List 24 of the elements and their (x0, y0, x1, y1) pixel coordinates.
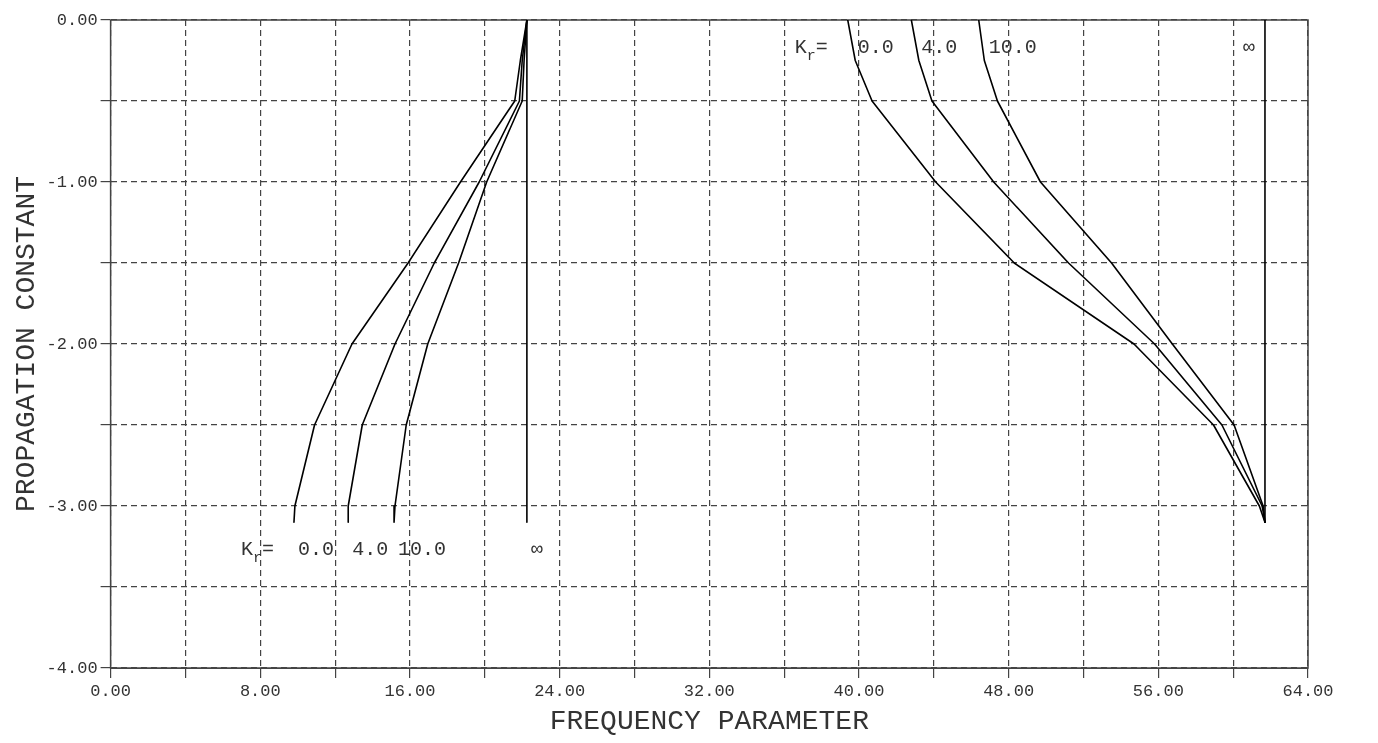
x-tick-label: 64.00 (1282, 681, 1334, 701)
x-tick-label: 40.00 (833, 681, 885, 701)
y-tick-label: 0.00 (56, 10, 98, 30)
series-label: 4.0 (921, 36, 958, 60)
series-label: ∞ (530, 538, 543, 562)
x-tick-label: 56.00 (1132, 681, 1184, 701)
y-tick-label: -3.00 (46, 496, 98, 516)
x-tick-label: 32.00 (683, 681, 735, 701)
y-axis-title: PROPAGATION CONSTANT (11, 175, 43, 513)
y-tick-label: -4.00 (46, 658, 98, 678)
series-label: 0.0 (297, 538, 334, 562)
series-label: ∞ (1242, 36, 1255, 60)
x-tick-label: 48.00 (983, 681, 1035, 701)
y-tick-label: -2.00 (46, 334, 98, 354)
x-axis-title: FREQUENCY PARAMETER (549, 705, 870, 737)
series-label: 4.0 (352, 538, 389, 562)
x-tick-label: 8.00 (239, 681, 281, 701)
x-tick-label: 0.00 (90, 681, 132, 701)
series-label: 10.0 (988, 36, 1037, 60)
series-label: 10.0 (398, 538, 447, 562)
x-tick-label: 24.00 (534, 681, 586, 701)
y-tick-label: -1.00 (46, 172, 98, 192)
x-tick-label: 16.00 (384, 681, 436, 701)
series-label: 0.0 (857, 36, 894, 60)
